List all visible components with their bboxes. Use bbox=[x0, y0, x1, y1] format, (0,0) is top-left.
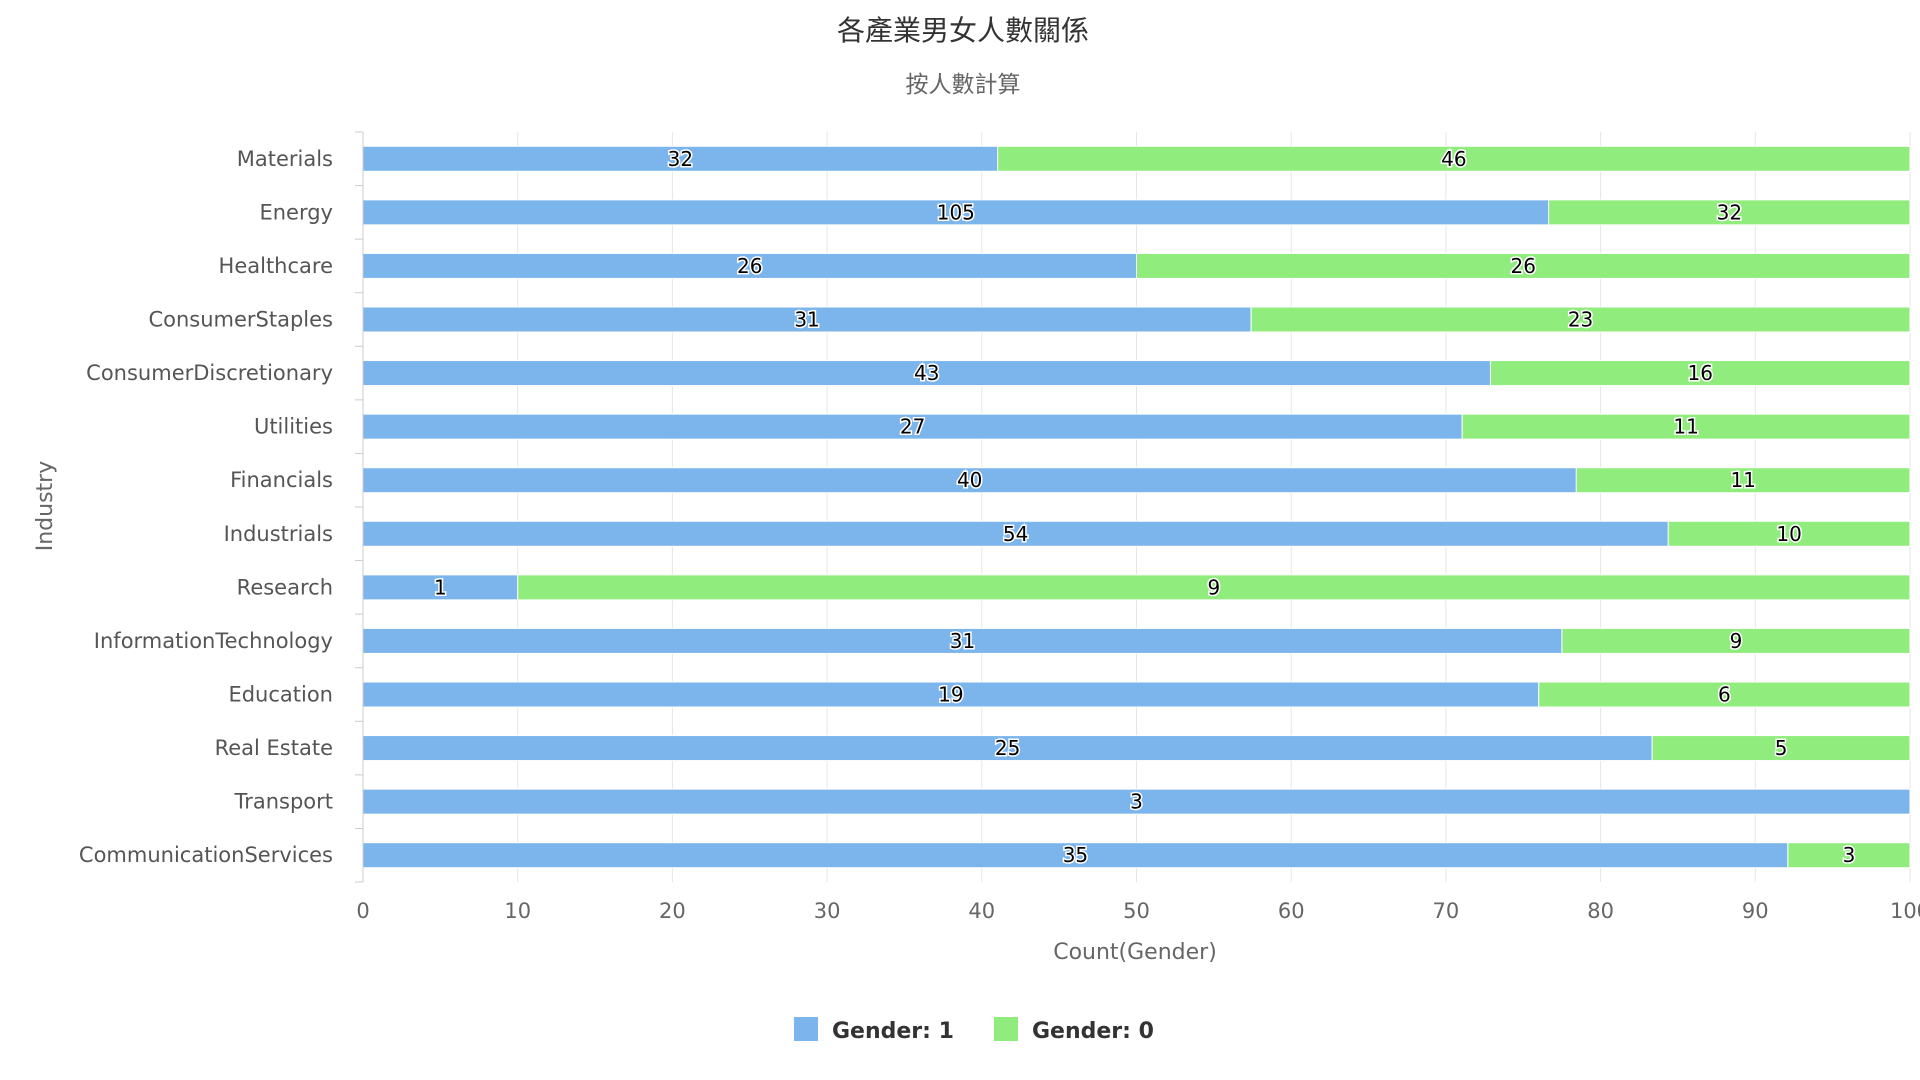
bar-segment[interactable] bbox=[362, 467, 1577, 494]
bar-value-label: 40 bbox=[957, 468, 982, 492]
chart-subtitle: 按人數計算 bbox=[906, 72, 1021, 98]
bar-value-label: 32 bbox=[668, 147, 693, 171]
x-tick-label: 40 bbox=[968, 899, 995, 923]
category-label: InformationTechnology bbox=[94, 629, 333, 653]
legend-swatch bbox=[794, 1017, 818, 1041]
bar-value-label: 31 bbox=[950, 629, 975, 653]
bar-segment[interactable] bbox=[362, 788, 1911, 815]
bar-value-label: 9 bbox=[1207, 575, 1220, 599]
x-tick-label: 90 bbox=[1742, 899, 1769, 923]
bar-value-label: 46 bbox=[1441, 147, 1466, 171]
category-label: Healthcare bbox=[219, 254, 333, 278]
bar-value-label: 6 bbox=[1718, 683, 1731, 707]
x-tick-label: 70 bbox=[1433, 899, 1460, 923]
bar-segment[interactable] bbox=[1575, 467, 1911, 494]
bar-segment[interactable] bbox=[362, 306, 1252, 333]
bar-value-label: 31 bbox=[794, 308, 819, 332]
bar-segment[interactable] bbox=[1136, 252, 1911, 279]
bar-value-label: 10 bbox=[1776, 522, 1801, 546]
bar-value-label: 5 bbox=[1775, 736, 1788, 760]
legend-item[interactable]: Gender: 0 bbox=[994, 1017, 1154, 1044]
category-label: Utilities bbox=[254, 415, 333, 439]
bar-segment[interactable] bbox=[362, 360, 1491, 387]
legend-item[interactable]: Gender: 1 bbox=[794, 1017, 954, 1044]
bar-segment[interactable] bbox=[362, 842, 1789, 869]
bar-value-label: 26 bbox=[1511, 254, 1536, 278]
bar-value-label: 9 bbox=[1730, 629, 1743, 653]
x-tick-label: 80 bbox=[1587, 899, 1614, 923]
x-tick-label: 20 bbox=[659, 899, 686, 923]
bar-value-label: 19 bbox=[938, 683, 963, 707]
category-label: ConsumerStaples bbox=[148, 308, 333, 332]
bar-value-label: 3 bbox=[1843, 843, 1856, 867]
bar-value-label: 27 bbox=[900, 415, 925, 439]
bar-segment[interactable] bbox=[1538, 681, 1911, 708]
bars bbox=[362, 145, 1911, 869]
x-tick-label: 100 bbox=[1890, 899, 1920, 923]
x-tick-label: 60 bbox=[1278, 899, 1305, 923]
x-tick-label: 30 bbox=[814, 899, 841, 923]
bar-segment[interactable] bbox=[1667, 520, 1911, 547]
category-label: ConsumerDiscretionary bbox=[86, 361, 333, 385]
category-label: Education bbox=[228, 683, 333, 707]
bar-segment[interactable] bbox=[362, 681, 1540, 708]
legend: Gender: 1 Gender: 0 bbox=[794, 1017, 1154, 1044]
bar-segment[interactable] bbox=[1787, 842, 1911, 869]
x-tick-label: 10 bbox=[504, 899, 531, 923]
bar-segment[interactable] bbox=[1461, 413, 1911, 440]
category-label: Transport bbox=[233, 790, 333, 814]
category-label: Financials bbox=[230, 468, 333, 492]
legend-swatch bbox=[994, 1017, 1018, 1041]
y-axis-title: Industry bbox=[33, 461, 58, 552]
bar-value-label: 43 bbox=[914, 361, 939, 385]
bar-value-label: 35 bbox=[1063, 843, 1088, 867]
bar-segment[interactable] bbox=[517, 574, 1911, 601]
bar-value-label: 23 bbox=[1568, 308, 1593, 332]
bar-value-label: 11 bbox=[1673, 415, 1698, 439]
legend-label: Gender: 1 bbox=[832, 1019, 954, 1044]
x-tick-label: 50 bbox=[1123, 899, 1150, 923]
bar-value-label: 26 bbox=[737, 254, 762, 278]
bar-segment[interactable] bbox=[1561, 627, 1911, 654]
bar-segment[interactable] bbox=[362, 413, 1463, 440]
bar-value-label: 25 bbox=[995, 736, 1020, 760]
x-axis-title: Count(Gender) bbox=[1053, 940, 1217, 965]
bar-segment[interactable] bbox=[1548, 199, 1911, 226]
bar-value-label: 1 bbox=[434, 575, 447, 599]
bar-value-label: 3 bbox=[1130, 790, 1143, 814]
bar-segment[interactable] bbox=[1489, 360, 1911, 387]
bar-segment[interactable] bbox=[1651, 735, 1911, 762]
category-label: Materials bbox=[237, 147, 333, 171]
gridlines bbox=[517, 132, 1911, 882]
bar-value-label: 105 bbox=[937, 200, 975, 224]
bar-value-label: 54 bbox=[1003, 522, 1028, 546]
category-label: Energy bbox=[259, 200, 333, 224]
bar-segment[interactable] bbox=[362, 627, 1563, 654]
bar-segment[interactable] bbox=[1250, 306, 1911, 333]
bar-value-label: 11 bbox=[1730, 468, 1755, 492]
bar-value-label: 16 bbox=[1688, 361, 1713, 385]
category-label: Real Estate bbox=[215, 736, 333, 760]
category-label: Research bbox=[237, 575, 333, 599]
x-tick-label: 0 bbox=[356, 899, 369, 923]
axes: 0 10 20 30 40 50 60 70 80 90 100 Materials Energy Hea… bbox=[79, 131, 1920, 923]
bar-segment[interactable] bbox=[362, 520, 1669, 547]
category-label: CommunicationServices bbox=[79, 843, 333, 867]
category-label: Industrials bbox=[224, 522, 333, 546]
bar-value-label: 32 bbox=[1717, 200, 1742, 224]
chart-title: 各產業男女人數關係 bbox=[837, 14, 1089, 47]
bar-segment[interactable] bbox=[362, 574, 519, 601]
legend-label: Gender: 0 bbox=[1032, 1019, 1154, 1044]
bar-segment[interactable] bbox=[997, 145, 1911, 172]
